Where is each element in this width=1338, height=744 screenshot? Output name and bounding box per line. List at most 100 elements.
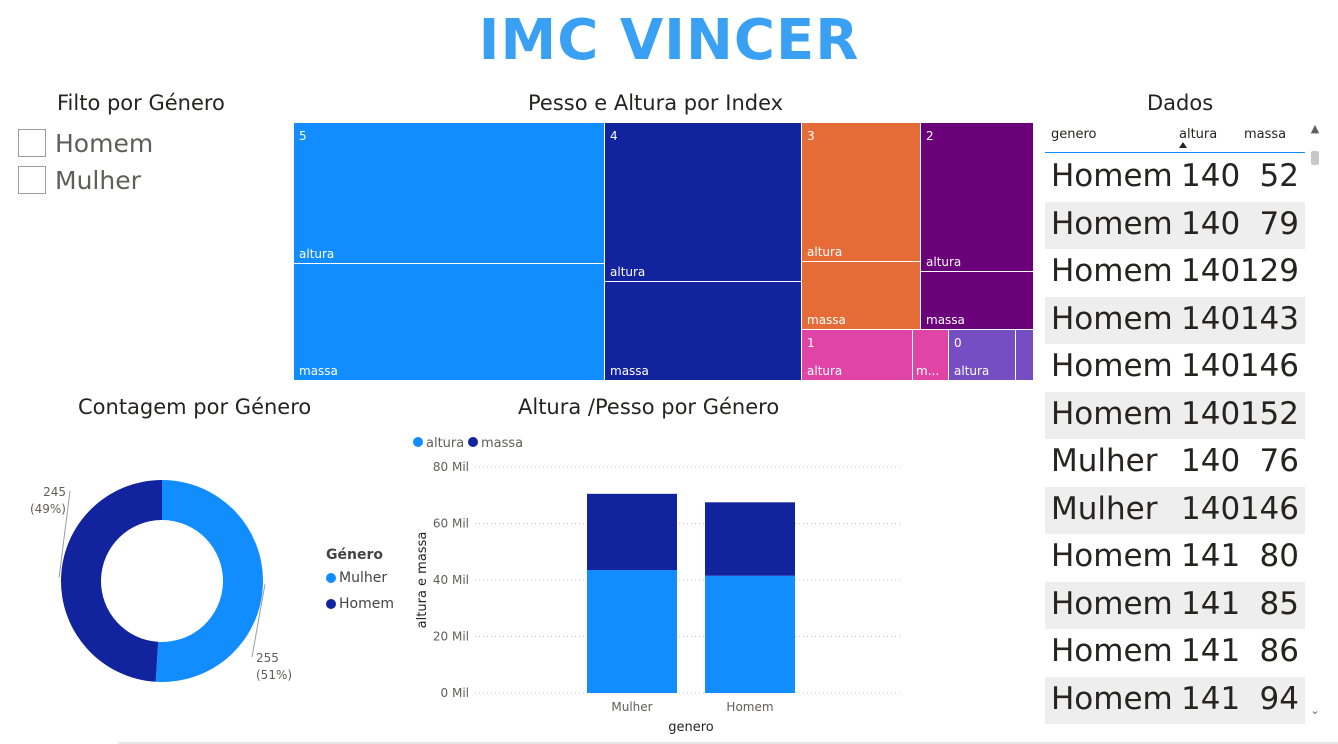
table-cell-altura: 140 bbox=[1181, 395, 1241, 432]
table-cell-massa: 52 bbox=[1259, 158, 1299, 194]
table-cell-altura: 140 bbox=[1181, 300, 1241, 337]
table-cell-massa: 76 bbox=[1259, 443, 1299, 479]
treemap-index-label: 3 bbox=[807, 129, 815, 143]
treemap-cell-5-altura[interactable]: 5 altura bbox=[293, 122, 605, 264]
treemap-cell-1-massa[interactable]: m... bbox=[912, 329, 949, 381]
donut-slice-homem[interactable] bbox=[61, 480, 162, 682]
donut-slice-mulher[interactable] bbox=[155, 480, 264, 682]
table-cell-massa: 79 bbox=[1259, 205, 1299, 242]
column-header-massa[interactable]: massa bbox=[1244, 127, 1287, 142]
treemap-child-label: altura bbox=[807, 364, 843, 378]
legend-item-homem[interactable]: Homem bbox=[326, 596, 394, 612]
scroll-up-icon[interactable]: ▲ bbox=[1310, 122, 1320, 135]
table-cell-genero: Homem bbox=[1051, 395, 1173, 432]
table-row[interactable]: Mulher 140 146 bbox=[1045, 486, 1305, 534]
table-cell-altura: 140 bbox=[1181, 205, 1241, 242]
donut-data-label: 245 bbox=[43, 485, 66, 499]
y-tick-label: 0 Mil bbox=[441, 686, 469, 700]
treemap-child-label: altura bbox=[807, 245, 843, 259]
x-axis-label: genero bbox=[668, 720, 714, 735]
slicer-item-label: Homem bbox=[55, 128, 154, 158]
table-cell-genero: Homem bbox=[1051, 538, 1173, 574]
table-cell-altura: 141 bbox=[1181, 538, 1241, 574]
treemap-cell-3-massa[interactable]: massa bbox=[801, 261, 921, 330]
table-cell-altura: 140 bbox=[1181, 490, 1241, 527]
treemap-child-label: altura bbox=[610, 265, 646, 279]
table-cell-altura: 141 bbox=[1181, 633, 1241, 669]
treemap-child-label: massa bbox=[299, 364, 338, 378]
treemap-child-label: m... bbox=[916, 364, 940, 378]
treemap-cell-2-massa[interactable]: massa bbox=[920, 271, 1034, 330]
table-row[interactable]: Homem 141 85 bbox=[1045, 581, 1305, 629]
table-cell-genero: Homem bbox=[1051, 585, 1173, 622]
table-row[interactable]: Homem 141 94 bbox=[1045, 676, 1305, 724]
table-cell-genero: Homem bbox=[1051, 348, 1173, 384]
bar-mulher-altura[interactable] bbox=[587, 570, 677, 693]
table-cell-massa: 86 bbox=[1259, 633, 1299, 669]
slicer-item-label: Mulher bbox=[55, 165, 141, 195]
donut-data-label: 255 bbox=[256, 651, 279, 665]
checkbox-mulher[interactable] bbox=[18, 166, 46, 194]
table-row[interactable]: Homem 140 152 bbox=[1045, 391, 1305, 439]
bar-homem-altura[interactable] bbox=[705, 575, 795, 693]
table-cell-genero: Homem bbox=[1051, 300, 1173, 337]
donut-chart: 255 (51%) 245 (49%) bbox=[30, 480, 292, 682]
legend-label: Homem bbox=[339, 596, 394, 612]
treemap-child-label: massa bbox=[926, 313, 965, 327]
scroll-down-icon[interactable]: ⌄ bbox=[1310, 704, 1320, 717]
bar-mulher-massa[interactable] bbox=[587, 493, 677, 571]
treemap-cell-1-altura[interactable]: 1 altura bbox=[801, 329, 913, 381]
treemap-child-label: massa bbox=[807, 313, 846, 327]
bar-chart-title: Altura /Pesso por Género bbox=[518, 395, 780, 419]
donut-legend-title: Género bbox=[326, 547, 383, 563]
treemap-cell-4-altura[interactable]: 4 altura bbox=[604, 122, 802, 282]
treemap-cell-0-massa[interactable] bbox=[1015, 329, 1034, 381]
table-row[interactable]: Mulher 140 76 bbox=[1045, 439, 1305, 487]
treemap-cell-3-altura[interactable]: 3 altura bbox=[801, 122, 921, 262]
table-title: Dados bbox=[1147, 91, 1214, 115]
slicer-item-mulher[interactable]: Mulher bbox=[18, 165, 141, 195]
page-bottom-border bbox=[118, 742, 1338, 744]
bar-homem-massa[interactable] bbox=[705, 502, 795, 576]
table-row[interactable]: Homem 140 146 bbox=[1045, 344, 1305, 392]
slicer-item-homem[interactable]: Homem bbox=[18, 128, 153, 158]
legend-item-mulher[interactable]: Mulher bbox=[326, 570, 387, 586]
treemap-cell-4-massa[interactable]: massa bbox=[604, 281, 802, 381]
slicer-title: Filto por Género bbox=[57, 91, 225, 115]
table-cell-massa: 146 bbox=[1239, 490, 1299, 527]
scroll-thumb[interactable] bbox=[1311, 151, 1319, 165]
table-cell-massa: 152 bbox=[1239, 395, 1299, 432]
x-tick-label: Homem bbox=[726, 700, 773, 714]
table-cell-genero: Mulher bbox=[1051, 490, 1158, 527]
legend-dot-icon bbox=[326, 573, 336, 583]
table-cell-genero: Homem bbox=[1051, 205, 1173, 242]
treemap-cell-5-massa[interactable]: massa bbox=[293, 263, 605, 381]
y-tick-label: 80 Mil bbox=[433, 460, 469, 474]
table-cell-altura: 140 bbox=[1181, 443, 1241, 479]
legend-label: Mulher bbox=[339, 570, 388, 586]
table-scrollbar[interactable]: ▲ ⌄ bbox=[1308, 122, 1321, 722]
column-header-genero[interactable]: genero bbox=[1051, 127, 1097, 142]
donut-data-label-pct: (49%) bbox=[30, 502, 66, 516]
treemap-cell-0-altura[interactable]: 0 altura bbox=[948, 329, 1016, 381]
table-row[interactable]: Homem 140 52 bbox=[1045, 154, 1305, 202]
y-tick-label: 40 Mil bbox=[433, 573, 469, 587]
treemap-cell-2-altura[interactable]: 2 altura bbox=[920, 122, 1034, 272]
table-cell-genero: Mulher bbox=[1051, 443, 1158, 479]
page-title: IMC VINCER bbox=[478, 8, 860, 73]
legend-dot-icon bbox=[326, 599, 336, 609]
column-header-altura[interactable]: altura bbox=[1179, 127, 1218, 142]
table-row[interactable]: Homem 140 143 bbox=[1045, 296, 1305, 344]
legend-label-massa[interactable]: massa bbox=[481, 436, 523, 451]
table-row[interactable]: Homem 141 86 bbox=[1045, 629, 1305, 677]
legend-label-altura[interactable]: altura bbox=[426, 436, 464, 451]
checkbox-homem[interactable] bbox=[18, 129, 46, 157]
table-cell-altura: 141 bbox=[1181, 680, 1241, 717]
table-row[interactable]: Homem 140 79 bbox=[1045, 201, 1305, 249]
table-cell-massa: 94 bbox=[1259, 680, 1299, 717]
leader-line bbox=[58, 490, 71, 578]
table-row[interactable]: Homem 141 80 bbox=[1045, 534, 1305, 582]
leader-line bbox=[251, 584, 266, 658]
table-cell-massa: 146 bbox=[1239, 348, 1299, 384]
table-row[interactable]: Homem 140 129 bbox=[1045, 249, 1305, 297]
